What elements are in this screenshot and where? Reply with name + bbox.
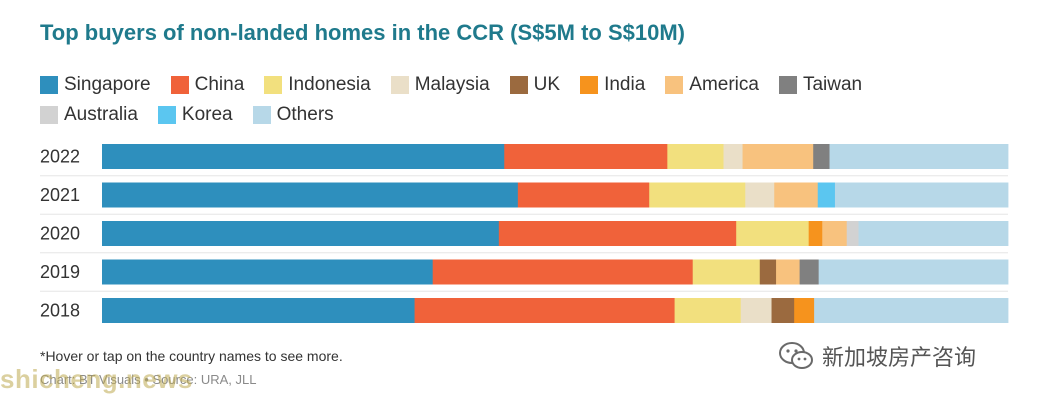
chart-title: Top buyers of non-landed homes in the CC…	[40, 20, 685, 45]
legend-swatch	[580, 76, 599, 94]
legend-item-america[interactable]: America	[665, 74, 759, 96]
bar-segment-2022-others[interactable]	[829, 144, 1009, 169]
bar-segment-2019-others[interactable]	[818, 259, 1009, 285]
bar-segment-2020-china[interactable]	[498, 221, 737, 246]
bar-segment-2018-others[interactable]	[814, 298, 1009, 323]
legend-label: India	[604, 74, 646, 95]
legend-swatch	[390, 76, 409, 94]
bar-segment-2022-indonesia[interactable]	[667, 144, 724, 169]
site-watermark: shicheng.news	[0, 364, 193, 394]
bar-segment-2021-america[interactable]	[774, 182, 819, 208]
legend-swatch	[509, 76, 528, 94]
bar-segment-2018-uk[interactable]	[771, 298, 795, 323]
bar-segment-2021-china[interactable]	[517, 182, 650, 208]
legend-item-singapore[interactable]: Singapore	[40, 74, 151, 96]
legend-label: America	[689, 74, 759, 95]
bar-segment-2022-china[interactable]	[504, 144, 668, 169]
bar-segment-2019-singapore[interactable]	[102, 259, 434, 285]
year-label-2021: 2021	[40, 185, 80, 205]
bar-segment-2021-indonesia[interactable]	[649, 182, 746, 208]
brand-name: 新加坡房产咨询	[822, 346, 977, 371]
legend-swatch	[665, 76, 684, 94]
legend-label: Malaysia	[414, 74, 490, 95]
bar-segment-2021-malaysia[interactable]	[745, 182, 775, 208]
legend-label: Australia	[64, 104, 138, 125]
legend-item-uk[interactable]: UK	[509, 74, 561, 96]
bar-segment-2022-singapore[interactable]	[102, 144, 505, 169]
bar-segment-2018-indonesia[interactable]	[674, 298, 742, 323]
bar-segment-2018-india[interactable]	[794, 298, 815, 323]
legend-swatch	[252, 106, 271, 124]
legend-item-others[interactable]: Others	[252, 104, 334, 126]
legend-label: Others	[276, 104, 334, 125]
bar-segment-2021-others[interactable]	[834, 182, 1009, 208]
bar-segment-2020-indonesia[interactable]	[736, 221, 810, 246]
legend-item-china[interactable]: China	[170, 74, 245, 96]
legend-label: Taiwan	[802, 74, 863, 95]
year-label-2018: 2018	[40, 301, 80, 321]
bar-segment-2020-america[interactable]	[822, 221, 848, 246]
bar-segment-2019-america[interactable]	[776, 259, 801, 285]
bar-segment-2019-uk[interactable]	[759, 259, 777, 285]
brand-watermark: 新加坡房产咨询	[778, 340, 976, 372]
legend-item-india[interactable]: India	[580, 74, 645, 96]
legend-item-australia[interactable]: Australia	[40, 104, 138, 126]
bar-segment-2018-malaysia[interactable]	[740, 298, 772, 323]
source-credit: Chart: BT Visuals • Source: URA, JLL	[40, 372, 257, 387]
year-label-2020: 2020	[40, 224, 80, 244]
bar-segment-2022-america[interactable]	[742, 144, 814, 169]
legend-swatch	[157, 106, 176, 124]
legend-swatch	[264, 76, 283, 94]
legend-label: Korea	[181, 104, 233, 125]
bar-segment-2020-others[interactable]	[858, 221, 1009, 246]
bar-segment-2019-china[interactable]	[432, 259, 694, 285]
bar-segment-2022-taiwan[interactable]	[813, 144, 830, 169]
legend-swatch	[170, 76, 189, 94]
bar-segment-2022-malaysia[interactable]	[723, 144, 743, 169]
wechat-icon	[779, 342, 813, 369]
bar-segment-2019-indonesia[interactable]	[692, 259, 761, 285]
bar-segment-2019-taiwan[interactable]	[799, 259, 820, 285]
legend-item-malaysia[interactable]: Malaysia	[390, 74, 490, 96]
legend-label: Singapore	[64, 74, 151, 95]
legend-item-taiwan[interactable]: Taiwan	[778, 74, 863, 96]
bar-segment-2018-china[interactable]	[414, 298, 675, 323]
footnote: *Hover or tap on the country names to se…	[40, 348, 343, 364]
legend-label: China	[194, 74, 245, 95]
legend-item-korea[interactable]: Korea	[157, 104, 233, 126]
legend: Singapore China Indonesia Malaysia UK India Am…	[40, 74, 1000, 126]
bar-segment-2020-singapore[interactable]	[102, 221, 500, 246]
year-label-2022: 2022	[40, 147, 80, 167]
legend-label: UK	[533, 74, 561, 95]
legend-swatch	[40, 76, 58, 94]
legend-item-indonesia[interactable]: Indonesia	[264, 74, 371, 96]
bar-segment-2021-singapore[interactable]	[102, 182, 519, 208]
bar-segment-2020-india[interactable]	[808, 221, 823, 246]
legend-swatch	[778, 76, 797, 94]
legend-swatch	[40, 106, 58, 124]
bar-segment-2018-singapore[interactable]	[102, 298, 415, 323]
bar-segment-2021-korea[interactable]	[817, 182, 836, 208]
legend-label: Indonesia	[288, 74, 371, 95]
year-label-2019: 2019	[40, 262, 80, 282]
bar-segment-2020-australia[interactable]	[846, 221, 859, 246]
